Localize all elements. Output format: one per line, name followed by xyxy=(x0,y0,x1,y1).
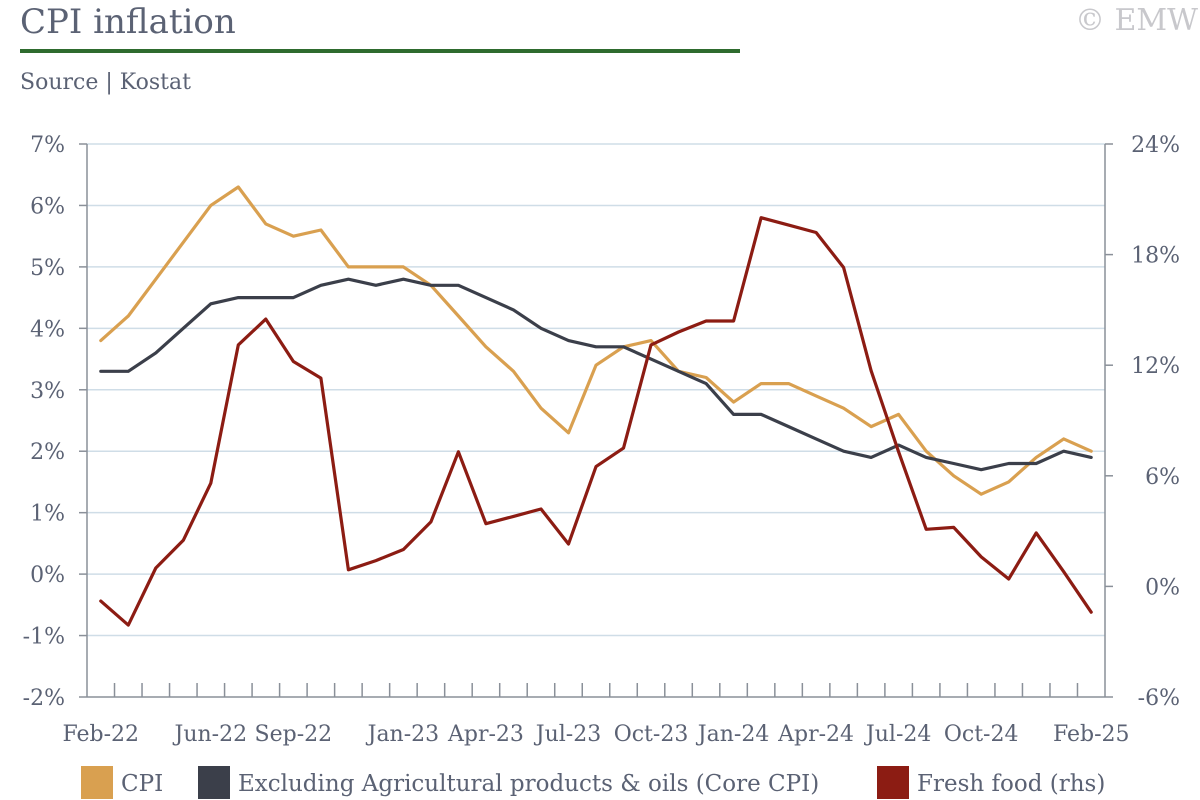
legend-label: Fresh food (rhs) xyxy=(917,771,1105,797)
x-tick-label: Jul-24 xyxy=(864,722,931,747)
x-tick-label: Oct-24 xyxy=(944,722,1019,747)
grid xyxy=(87,143,1105,637)
x-tick-label: Jul-23 xyxy=(534,722,601,747)
y-left-tick-label: 6% xyxy=(30,194,65,219)
y-left-tick-label: -2% xyxy=(23,686,65,711)
y-left-tick-label: 7% xyxy=(30,133,65,158)
y-right-tick-label: 6% xyxy=(1145,465,1180,490)
y-left-tick-label: -1% xyxy=(23,625,65,650)
y-right-tick-label: 18% xyxy=(1131,244,1180,269)
legend-label: Excluding Agricultural products & oils (… xyxy=(238,771,819,797)
watermark: © EMW xyxy=(1075,3,1198,38)
y-left-tick-label: 0% xyxy=(30,563,65,588)
x-tick-label: Apr-23 xyxy=(447,722,524,747)
y-right-tick-label: 0% xyxy=(1145,575,1180,600)
source-note: Source | Kostat xyxy=(20,70,191,95)
legend-swatch xyxy=(81,766,113,799)
x-tick-label: Oct-23 xyxy=(614,722,689,747)
y-right-tick-label: 24% xyxy=(1131,133,1180,158)
y-left-tick-label: 2% xyxy=(30,440,65,465)
legend-swatch xyxy=(198,766,230,799)
x-tick-label: Feb-22 xyxy=(62,722,139,747)
series-lines xyxy=(99,185,1093,627)
x-tick-label: Sep-22 xyxy=(255,722,333,747)
series-line-3 xyxy=(99,216,1093,627)
x-tick-label: Jan-24 xyxy=(696,722,770,747)
y-right-tick-label: -6% xyxy=(1138,686,1180,711)
series-line-1 xyxy=(99,185,1093,496)
legend-label: CPI xyxy=(121,771,163,797)
legend: CPI Excluding Agricultural products & oil… xyxy=(81,766,1105,799)
x-tick-label: Jan-23 xyxy=(366,722,440,747)
x-tick-label: Apr-24 xyxy=(777,722,854,747)
y-right-tick-label: 12% xyxy=(1131,354,1180,379)
legend-swatch xyxy=(877,766,909,799)
y-left-tick-label: 5% xyxy=(30,256,65,281)
x-tick-label: Feb-25 xyxy=(1053,722,1130,747)
y-left-tick-label: 1% xyxy=(30,502,65,527)
series-line-2 xyxy=(99,277,1093,472)
y-left-tick-label: 4% xyxy=(30,317,65,342)
chart-title: CPI inflation xyxy=(20,2,236,42)
x-tick-label: Jun-22 xyxy=(173,722,248,747)
y-left-tick-label: 3% xyxy=(30,379,65,404)
axes: -2% -1% 0% 1% 2% 3% 4% 5% 6% 7% -6% 0% 6% 12% 18% 24% Fe… xyxy=(23,133,1180,747)
